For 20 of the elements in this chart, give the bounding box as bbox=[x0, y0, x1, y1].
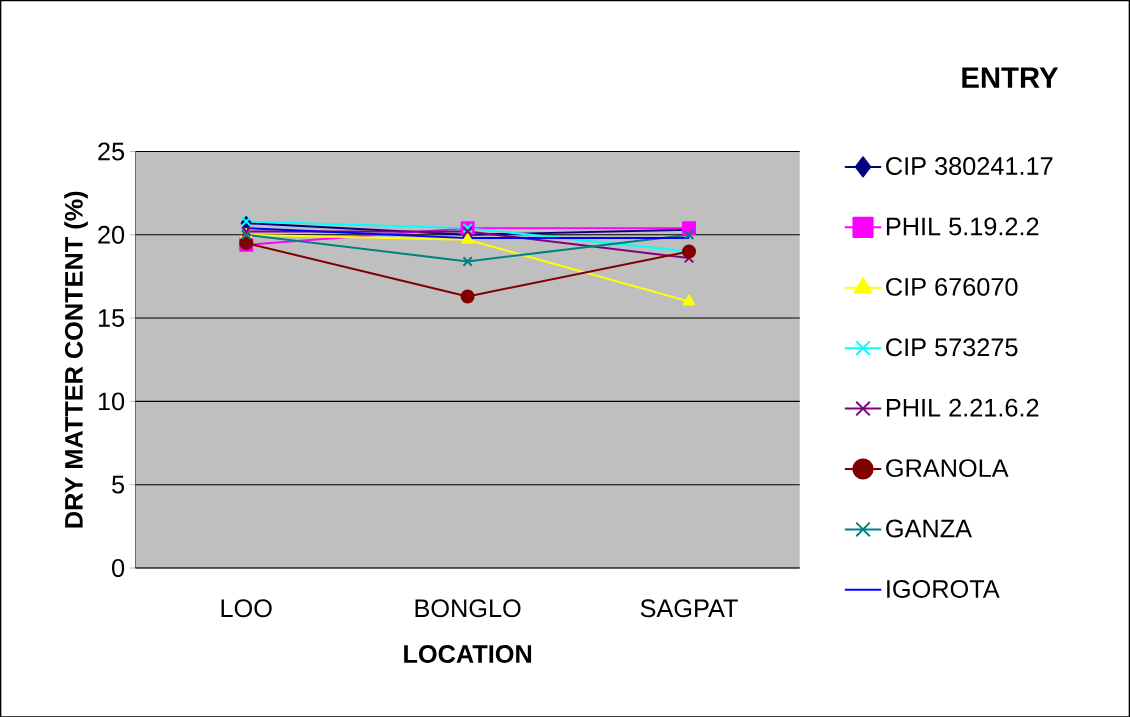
legend-label: PHIL 2.21.6.2 bbox=[886, 398, 1039, 417]
x-tick-label: LOO bbox=[221, 599, 272, 618]
legend-label: GRANOLA bbox=[886, 458, 1009, 477]
y-tick-label: 0 bbox=[112, 558, 125, 577]
legend-label: CIP 676070 bbox=[886, 277, 1018, 296]
legend-label: CIP 380241.17 bbox=[886, 156, 1053, 175]
x-tick-label: BONGLO bbox=[415, 599, 521, 618]
legend-label: IGOROTA bbox=[887, 579, 1000, 598]
legend-label: CIP 573275 bbox=[886, 338, 1018, 357]
legend-title: ENTRY bbox=[962, 67, 1059, 88]
x-axis-title: LOCATION bbox=[404, 644, 532, 663]
y-axis-title: DRY MATTER CONTENT (%) bbox=[64, 191, 88, 528]
x-tick-label: SAGPAT bbox=[640, 599, 738, 618]
legend-label: PHIL 5.19.2.2 bbox=[886, 217, 1039, 236]
y-tick-label: 10 bbox=[98, 392, 125, 411]
y-tick-label: 15 bbox=[98, 309, 125, 327]
y-tick-label: 25 bbox=[98, 142, 125, 161]
y-tick-label: 5 bbox=[112, 475, 125, 494]
legend-label: GANZA bbox=[886, 519, 972, 538]
y-tick-label: 20 bbox=[98, 225, 125, 244]
